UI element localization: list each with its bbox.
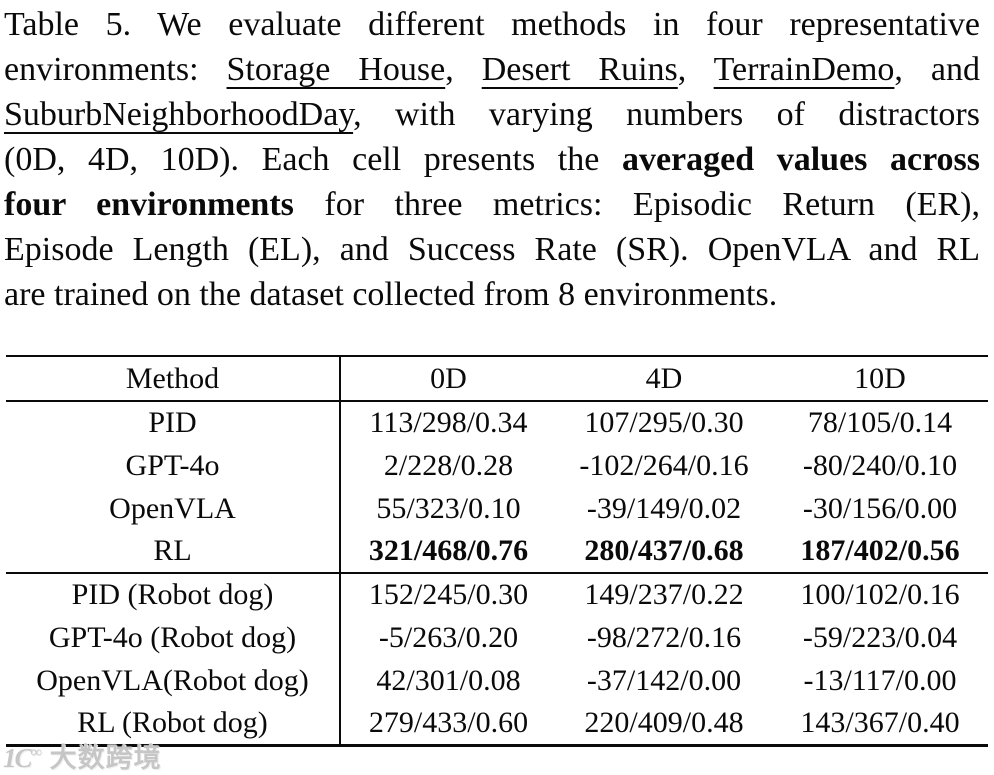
table-row: PID 113/298/0.34 107/295/0.30 78/105/0.14	[6, 401, 988, 444]
col-header-0d: 0D	[339, 356, 556, 401]
table-header: Method 0D 4D 10D	[6, 356, 988, 401]
caption-line: are trained on the dataset collected fro…	[4, 272, 980, 317]
table-caption: Table 5. We evaluate different methods i…	[0, 0, 994, 317]
caption-text: , with varying numbers of distractors	[353, 96, 980, 133]
value-cell: 100/102/0.16	[800, 578, 960, 611]
col-header-method: Method	[125, 361, 220, 395]
caption-line: Table 5. We evaluate different methods i…	[4, 2, 980, 47]
value-cell: 55/323/0.10	[339, 487, 556, 530]
row-group-0: PID 113/298/0.34 107/295/0.30 78/105/0.14 GP…	[6, 401, 988, 573]
table-row: OpenVLA(Robot dog) 42/301/0.08 -37/142/0.0…	[6, 659, 988, 702]
caption-text: environments:	[4, 51, 227, 88]
watermark-text: 大数跨境	[49, 743, 162, 773]
value-cell: 187/402/0.56	[800, 534, 960, 567]
method-cell: OpenVLA	[109, 491, 236, 525]
value-cell: -59/223/0.04	[802, 620, 958, 654]
table-row: RL 321/468/0.76 280/437/0.68 187/402/0.56	[6, 530, 988, 573]
method-cell: OpenVLA(Robot dog)	[36, 663, 309, 697]
value-cell: 220/409/0.48	[584, 705, 744, 739]
row-group-1: PID (Robot dog) 152/245/0.30 149/237/0.22 1…	[6, 573, 988, 745]
method-cell: PID	[148, 406, 197, 439]
caption-line: (0D, 4D, 10D). Each cell presents the av…	[4, 137, 980, 182]
method-cell: GPT-4o	[125, 448, 220, 482]
method-cell: GPT-4o (Robot dog)	[48, 620, 297, 654]
caption-line: four environments for three metrics: Epi…	[4, 182, 980, 227]
value-cell: 143/367/0.40	[800, 705, 960, 739]
col-header-4d: 4D	[645, 361, 683, 395]
method-cell: RL	[153, 534, 192, 567]
value-cell: 78/105/0.14	[807, 406, 953, 439]
caption-env-name: Desert Ruins	[481, 51, 678, 88]
watermark-logo: 1C∞	[3, 743, 42, 773]
col-header-10d: 10D	[854, 361, 906, 395]
value-cell: 107/295/0.30	[584, 406, 744, 439]
caption-text: are trained on the dataset collected fro…	[4, 276, 778, 313]
value-cell: -98/272/0.16	[586, 620, 742, 654]
caption-text: ,	[677, 51, 714, 88]
table-row: OpenVLA 55/323/0.10 -39/149/0.02 -30/156/0.…	[6, 487, 988, 530]
caption-env-name: TerrainDemo	[713, 51, 895, 88]
caption-text: (0D, 4D, 10D). Each cell presents the	[4, 141, 622, 178]
value-cell: -39/149/0.02	[586, 491, 742, 525]
value-cell: 280/437/0.68	[584, 534, 744, 567]
value-cell: -13/117/0.00	[803, 663, 957, 697]
caption-text: , and	[894, 51, 980, 88]
value-cell: 152/245/0.30	[339, 573, 556, 616]
value-cell: 2/228/0.28	[339, 444, 556, 487]
value-cell: 42/301/0.08	[339, 659, 556, 702]
value-cell: 113/298/0.34	[339, 401, 556, 444]
table-row: GPT-4o (Robot dog) -5/263/0.20 -98/272/0.1…	[6, 616, 988, 659]
caption-line: Episode Length (EL), and Success Rate (S…	[4, 227, 980, 272]
value-cell: -80/240/0.10	[802, 448, 958, 482]
table-row: GPT-4o 2/228/0.28 -102/264/0.16 -80/240/0.1…	[6, 444, 988, 487]
value-cell: -5/263/0.20	[339, 616, 556, 659]
method-cell: PID (Robot dog)	[71, 578, 274, 611]
watermark: 1C∞ 大数跨境	[3, 736, 162, 775]
table-row: RL (Robot dog) 279/433/0.60 220/409/0.48 14…	[6, 702, 988, 745]
value-cell: -102/264/0.16	[579, 448, 749, 482]
caption-text: Table 5. We evaluate different methods i…	[4, 6, 980, 43]
value-cell: -37/142/0.00	[586, 663, 742, 697]
caption-bold-text: averaged values across	[621, 141, 981, 178]
value-cell: 321/468/0.76	[339, 530, 556, 573]
caption-text: ,	[445, 51, 482, 88]
caption-env-name: SuburbNeighborhoodDay	[4, 96, 354, 133]
watermark-logo-sup: ∞	[30, 744, 42, 761]
caption-bold-text: four environments	[4, 186, 294, 223]
caption-line: environments: Storage House, Desert Ruin…	[4, 47, 980, 92]
caption-line: SuburbNeighborhoodDay, with varying numb…	[4, 92, 980, 137]
caption-text: Episode Length (EL), and Success Rate (S…	[4, 231, 980, 268]
results-table: Method 0D 4D 10D PID 113/298/0.34 107/295/0.3…	[6, 355, 988, 747]
table-row: PID (Robot dog) 152/245/0.30 149/237/0.22 1…	[6, 573, 988, 616]
value-cell: 149/237/0.22	[584, 578, 744, 611]
value-cell: -30/156/0.00	[802, 491, 958, 525]
header-row: Method 0D 4D 10D	[6, 356, 988, 401]
results-table-wrapper: Method 0D 4D 10D PID 113/298/0.34 107/295/0.3…	[6, 355, 994, 747]
caption-env-name: Storage House	[226, 51, 446, 88]
value-cell: 279/433/0.60	[339, 702, 556, 745]
caption-text: for three metrics: Episodic Return (ER),	[293, 186, 980, 223]
method-cell: RL (Robot dog)	[77, 705, 268, 739]
